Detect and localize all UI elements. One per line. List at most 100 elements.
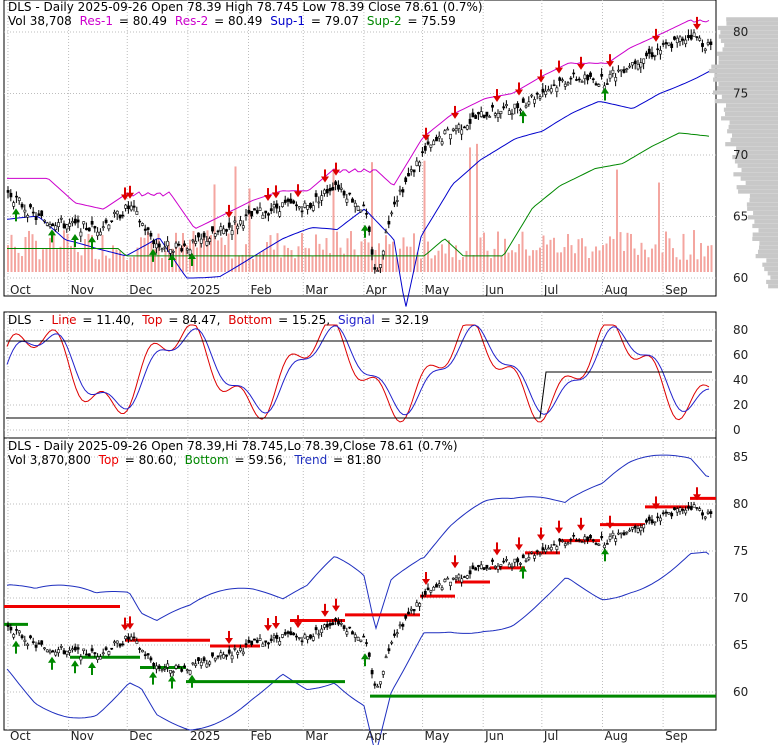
sell-arrow	[652, 496, 660, 510]
trend-price-bar-body	[502, 560, 506, 563]
sell-arrow-head	[321, 610, 329, 617]
price-bar-body	[477, 112, 480, 115]
price-bar-body	[26, 215, 30, 218]
trend-price-bar-body	[23, 639, 27, 642]
price-bar-body	[87, 227, 91, 232]
price-bar-body	[488, 116, 492, 118]
volume-bar	[227, 233, 230, 272]
volume-bar	[206, 230, 209, 272]
price-bar-body	[633, 60, 637, 65]
x-axis-label: Aug	[604, 283, 627, 297]
price-bar-body	[68, 223, 72, 227]
sell-arrow	[606, 515, 614, 529]
price-bar-body	[208, 238, 212, 242]
sell-arrow-head	[294, 622, 302, 629]
trend-price-bar-body	[286, 631, 290, 634]
trend-price-bar-body	[113, 641, 116, 644]
trend-price-bar-body	[68, 649, 72, 653]
volume-bar	[448, 240, 450, 272]
sell-arrow-head	[422, 134, 430, 141]
volume-bar	[231, 258, 233, 272]
volume-bar	[420, 258, 422, 272]
volume-bar	[409, 246, 412, 272]
osc-line-label: Line	[52, 313, 77, 327]
volume-profile-bar	[727, 129, 778, 134]
price-bar-body	[703, 48, 707, 51]
trend-price-bar-body	[54, 651, 58, 656]
price-bar-body	[174, 242, 178, 248]
sell-arrow	[126, 616, 134, 630]
price-bar-body	[197, 232, 200, 238]
volume-profile-bar	[732, 155, 778, 160]
price-bar-body	[353, 202, 357, 207]
volume-bar	[350, 231, 352, 272]
trend-price-bar-body	[653, 521, 657, 524]
trend-price-bar-body	[625, 531, 629, 534]
sell-arrow-head	[693, 494, 701, 501]
price-panel-frame	[3, 0, 717, 297]
trend-price-bar-body	[149, 657, 153, 661]
trend-price-bar-body	[118, 643, 122, 647]
price-bar-body	[614, 77, 618, 82]
volume-bar	[633, 248, 636, 272]
sell-arrow	[451, 105, 459, 119]
price-bar-body	[43, 219, 46, 222]
price-bar-body	[20, 203, 24, 208]
volume-profile-bar	[716, 86, 778, 91]
volume-bar	[535, 250, 538, 272]
volume-profile-bar	[714, 73, 778, 78]
buy-arrow	[519, 110, 527, 124]
svg-text:DLS - Line = 11.40: DLS - Line = 11.40, Top = 84.47, Bottom …	[8, 313, 429, 327]
trend-price-bar-body	[278, 641, 282, 646]
volume-readout: Vol 38,708	[8, 14, 72, 28]
price-bar-body	[661, 43, 665, 45]
trend-price-bar-body	[446, 577, 450, 580]
price-bar-body	[82, 221, 86, 225]
trend-price-bar-body	[325, 623, 329, 628]
volume-bar	[108, 258, 111, 272]
trend-price-bar-body	[26, 643, 30, 646]
trend-price-bar-body	[93, 652, 97, 655]
x-axis-label: Aug	[604, 729, 627, 743]
res1-label: Res-1	[80, 14, 113, 28]
price-bar-body	[502, 106, 506, 109]
trend-price-bar-body	[591, 539, 595, 542]
res1-value: = 80.49	[119, 14, 167, 28]
volume-bar	[154, 249, 156, 272]
trend-price-bar-body	[62, 650, 66, 654]
price-bar-body	[155, 243, 158, 249]
volume-bar	[427, 241, 429, 272]
trend-price-bar-body	[216, 655, 220, 658]
price-bar-body	[379, 264, 382, 268]
sell-arrow-head	[577, 524, 585, 531]
x-axis-label: Apr	[366, 729, 387, 743]
price-bar-body	[387, 220, 391, 225]
price-bar-body	[435, 136, 438, 142]
volume-bar	[269, 235, 272, 272]
price-bar-body	[325, 189, 329, 194]
trend-volume-readout: Vol 3,870,800	[8, 453, 91, 467]
price-bar-body	[51, 223, 55, 227]
trend-price-bar-body	[272, 635, 276, 639]
volume-bar	[385, 235, 387, 272]
buy-arrow	[12, 208, 20, 222]
price-bar-body	[465, 125, 469, 130]
trend-price-bar-body	[267, 642, 270, 645]
trend-price-bar-body	[703, 516, 707, 519]
svg-text:Vol 3,870,800 Top = 80: Vol 3,870,800 Top = 80.60, Bottom = 59.5…	[8, 453, 381, 467]
trend-price-bar-body	[211, 652, 214, 657]
trend-price-bar-body	[698, 508, 702, 511]
volume-profile-bar	[752, 223, 778, 229]
price-y-tick: 70	[733, 148, 748, 162]
sup2-value: = 75.59	[408, 14, 456, 28]
price-bar-body	[468, 118, 472, 124]
price-bar-body	[647, 48, 651, 54]
trend-price-bar-body	[533, 555, 536, 559]
trend-price-bar-body	[583, 536, 587, 540]
price-bar-body	[113, 211, 116, 214]
sell-arrow-head	[577, 63, 585, 70]
price-bar-body	[373, 267, 377, 270]
price-bar-body	[191, 239, 195, 242]
trend-price-bar-body	[57, 649, 60, 654]
trend-price-bar-body	[706, 511, 710, 514]
